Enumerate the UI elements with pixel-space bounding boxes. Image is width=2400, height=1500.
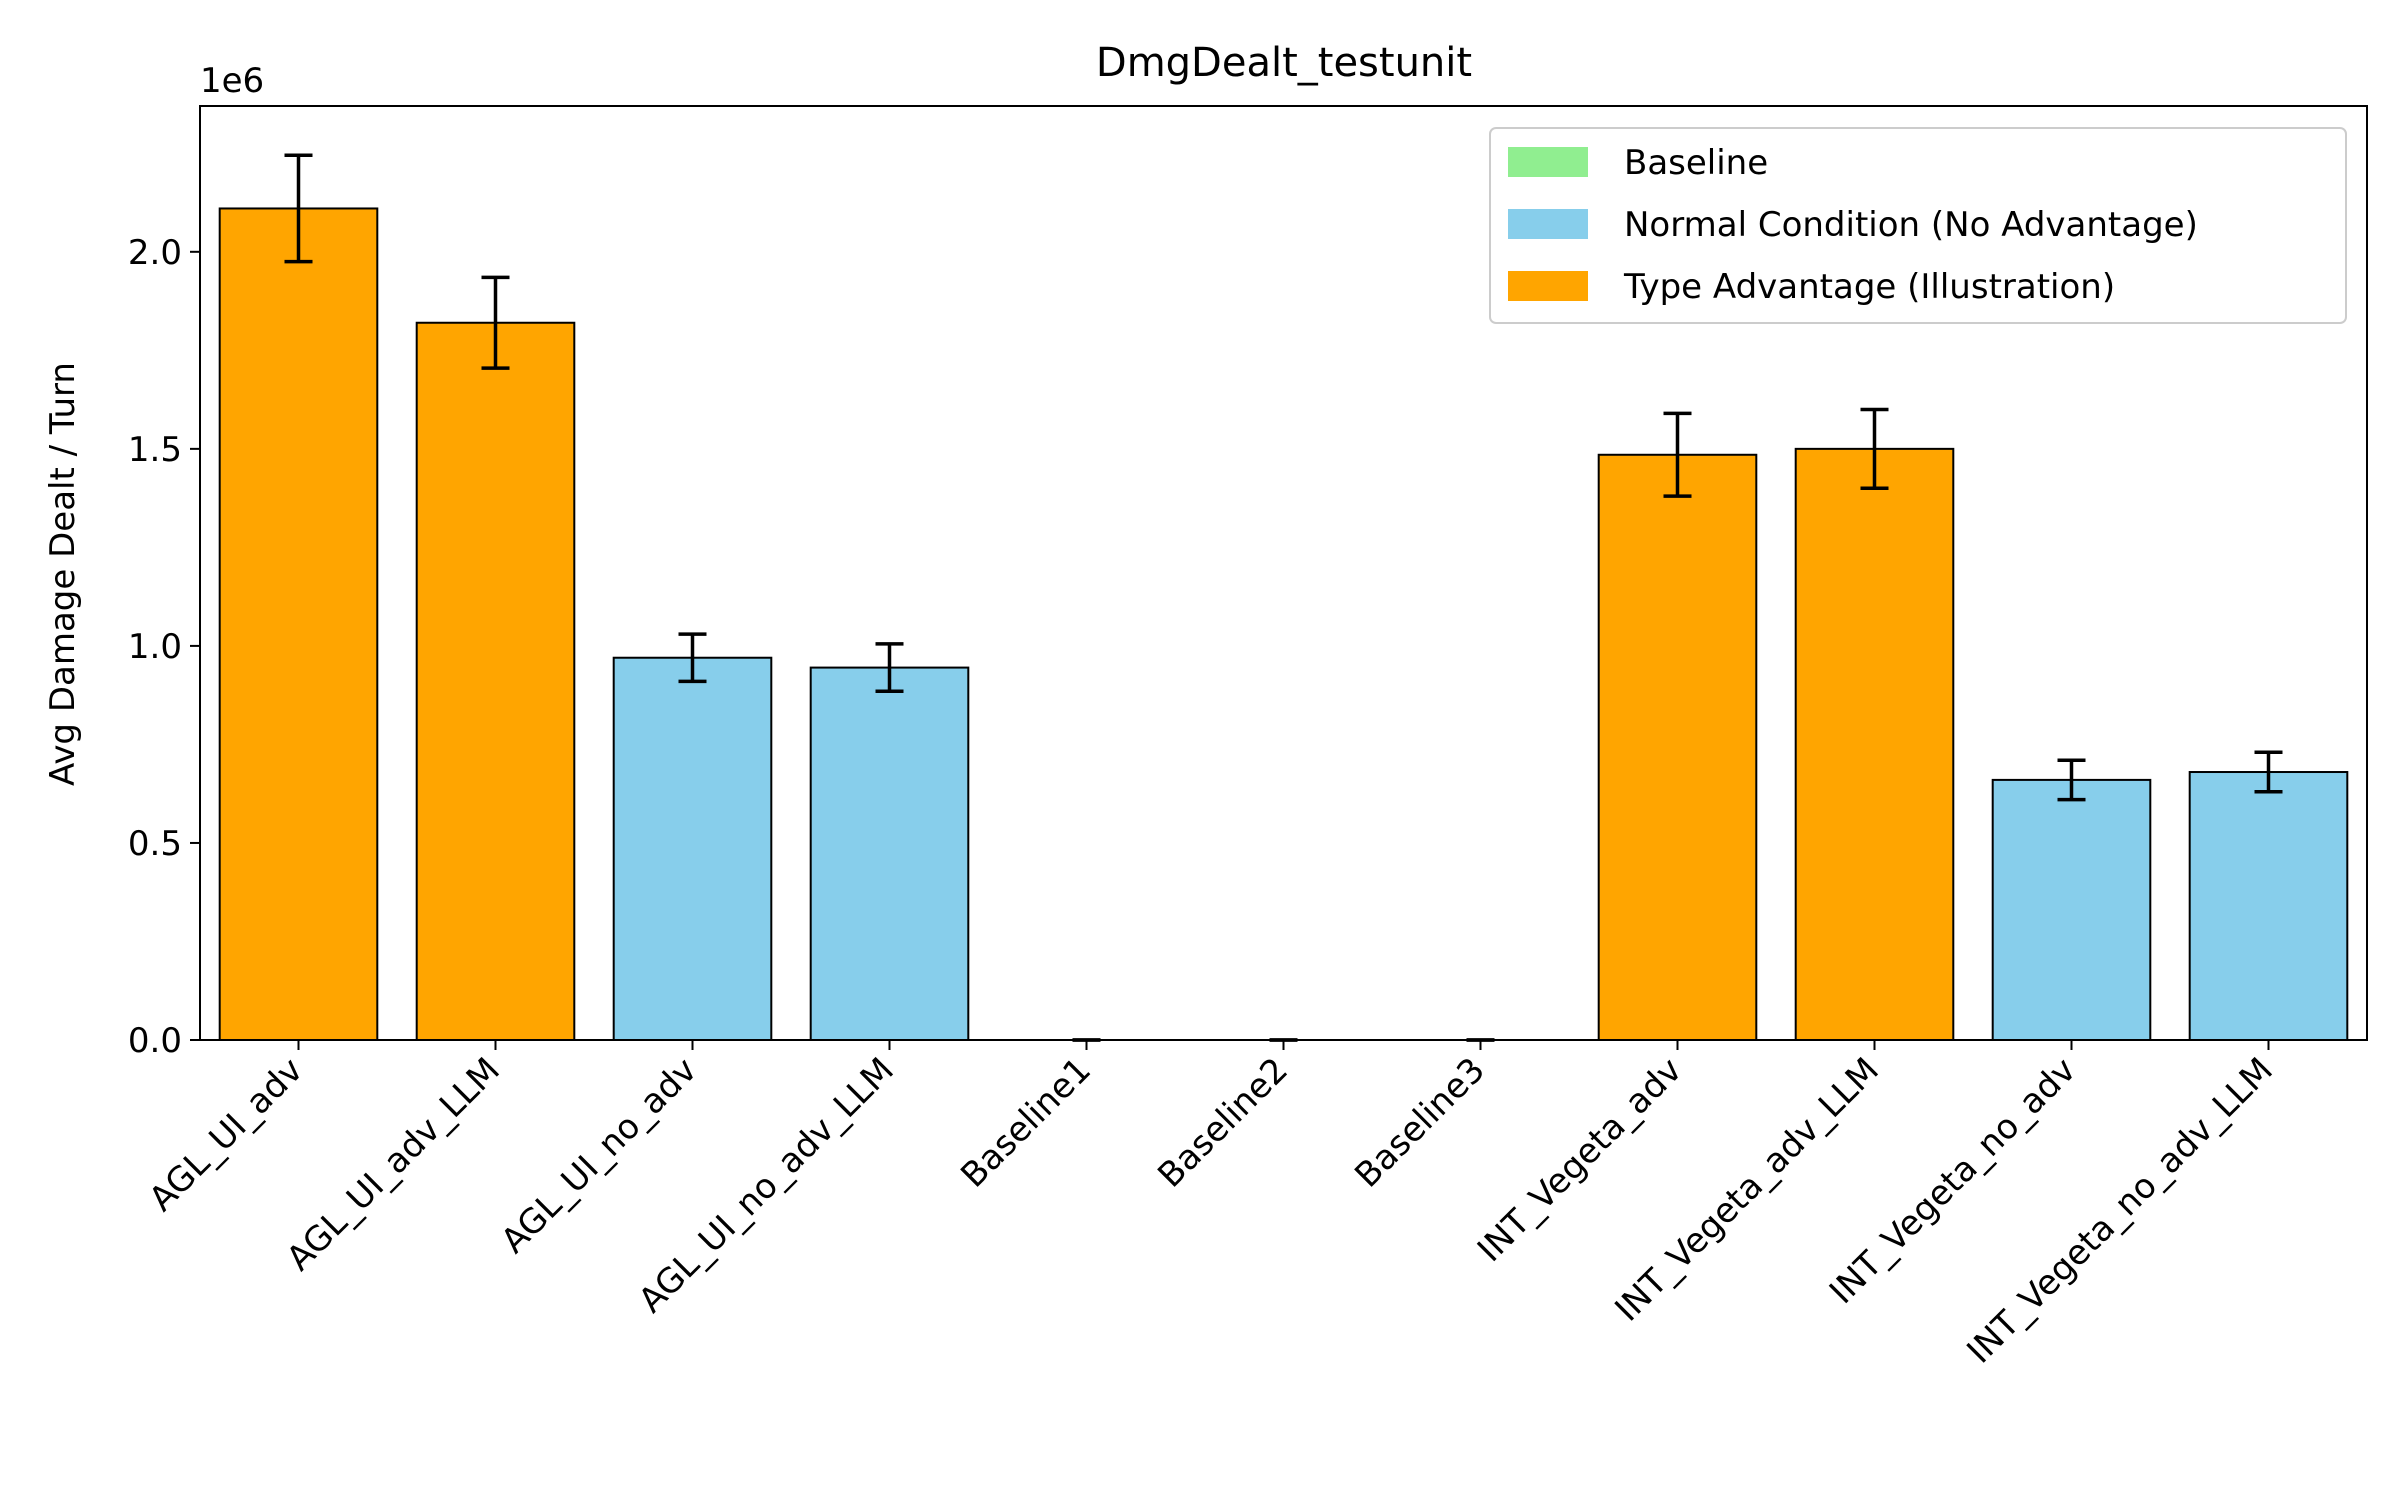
legend-label: Type Advantage (Illustration) [1623, 267, 2115, 307]
legend-swatch [1508, 209, 1588, 239]
legend-label: Normal Condition (No Advantage) [1624, 205, 2198, 245]
error-bar-INT_Vegeta_adv_LLM [1860, 407, 1889, 491]
bar-INT_Vegeta_no_adv [1991, 778, 2152, 1041]
plot-frame [199, 105, 2368, 1041]
x-axis-ticks: AGL_UI_advAGL_UI_adv_LLMAGL_UI_no_advAGL… [142, 1040, 2281, 1371]
y-axis-label: Avg Damage Dealt / Turn [43, 362, 83, 786]
bar-INT_Vegeta_adv [1597, 453, 1758, 1041]
legend-label: Baseline [1624, 143, 1768, 183]
chart-title: DmgDealt_testunit [1096, 40, 1472, 86]
y-scale-label: 1e6 [200, 61, 264, 101]
bar-INT_Vegeta_no_adv_LLM [2188, 771, 2349, 1042]
legend-entry: Type Advantage (Illustration) [1508, 267, 2115, 307]
error-bar-AGL_UI_adv_LLM [481, 275, 510, 370]
x-tick-label: Baseline1 [953, 1050, 1099, 1196]
error-bar-INT_Vegeta_no_adv [2057, 758, 2086, 802]
legend-swatch [1508, 147, 1588, 177]
bar-AGL_UI_adv_LLM [415, 321, 576, 1042]
x-tick-label: INT_Vegeta_adv [1470, 1050, 1690, 1270]
legend-entry: Normal Condition (No Advantage) [1508, 205, 2198, 245]
x-tick-label: AGL_UI_adv_LLM [279, 1050, 508, 1279]
legend-frame [1489, 127, 2347, 324]
y-tick-label: 1.5 [128, 430, 182, 470]
x-tick-label: Baseline2 [1150, 1050, 1296, 1196]
y-tick-label: 0.0 [128, 1021, 182, 1061]
bars-layer [218, 207, 2349, 1042]
bar-AGL_UI_no_adv_LLM [809, 666, 970, 1041]
x-tick-label: AGL_UI_adv [142, 1050, 311, 1219]
bar-AGL_UI_adv [218, 207, 379, 1042]
error-bar-AGL_UI_adv [284, 153, 313, 264]
y-tick-label: 2.0 [128, 233, 182, 273]
error-bar-INT_Vegeta_adv [1663, 411, 1692, 498]
x-tick-label: AGL_UI_no_adv [494, 1050, 705, 1261]
error-bar-AGL_UI_no_adv [678, 632, 707, 684]
y-tick-label: 1.0 [128, 627, 182, 667]
legend-swatch [1508, 271, 1588, 301]
y-tick-label: 0.5 [128, 824, 182, 864]
bar-AGL_UI_no_adv [612, 656, 773, 1042]
y-axis-ticks: 0.0 0.5 1.0 1.5 2.0 [128, 233, 200, 1061]
x-tick-label: Baseline3 [1347, 1050, 1493, 1196]
error-bar-INT_Vegeta_no_adv_LLM [2254, 750, 2283, 794]
error-bar-AGL_UI_no_adv_LLM [875, 642, 904, 693]
legend-entry: Baseline [1508, 143, 1768, 183]
bar-INT_Vegeta_adv_LLM [1794, 447, 1955, 1041]
legend: Baseline Normal Condition (No Advantage) T… [1489, 127, 2347, 324]
